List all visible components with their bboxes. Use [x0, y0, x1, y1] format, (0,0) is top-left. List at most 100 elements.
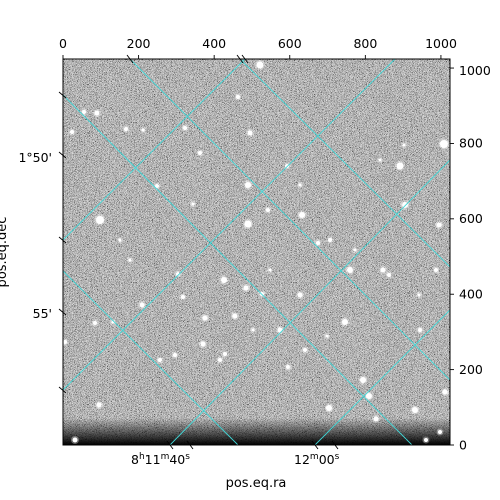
- top-tick-label: 200: [127, 36, 151, 51]
- right-tick-label: 600: [459, 211, 483, 226]
- ra-tick-label: 8h11m40s: [131, 452, 190, 467]
- star: [247, 130, 253, 136]
- star: [256, 61, 264, 69]
- grid-line: [169, 159, 450, 445]
- ra-top-tick-mark: [236, 54, 244, 64]
- ra-axis: 8h11m40s 12m00s: [131, 452, 340, 467]
- star: [438, 430, 442, 434]
- right-tick-label: 1000: [459, 63, 491, 78]
- star: [96, 402, 102, 408]
- star: [118, 238, 122, 242]
- star: [299, 212, 305, 218]
- star: [245, 182, 251, 188]
- top-tick-label: 400: [202, 36, 226, 51]
- star: [442, 389, 448, 395]
- star: [434, 268, 438, 272]
- star: [221, 277, 227, 283]
- star: [380, 267, 386, 273]
- star: [223, 352, 227, 356]
- star: [70, 130, 74, 134]
- star: [181, 295, 185, 299]
- star: [326, 405, 332, 411]
- top-tick-label: 800: [353, 36, 377, 51]
- axis-ticks: [58, 54, 454, 450]
- star: [128, 258, 132, 262]
- star: [183, 126, 187, 130]
- star: [93, 321, 97, 325]
- dec-tick-mark: [58, 236, 67, 244]
- star: [412, 407, 418, 413]
- star: [366, 393, 372, 399]
- right-pixel-axis: 0 200 400 600 800 1000: [459, 63, 491, 453]
- star: [360, 377, 366, 383]
- star: [298, 183, 302, 187]
- dec-tick-mark: [58, 151, 67, 159]
- right-tick-label: 200: [459, 362, 483, 377]
- star: [139, 302, 145, 308]
- star: [236, 95, 240, 99]
- grid-line: [129, 59, 450, 381]
- star: [316, 241, 320, 245]
- star: [417, 293, 421, 297]
- star: [191, 202, 195, 206]
- star: [72, 437, 78, 443]
- dec-tick-mark: [58, 91, 67, 99]
- star: [232, 313, 238, 319]
- grid-line: [63, 94, 413, 445]
- top-tick-label: 0: [59, 36, 67, 51]
- star: [303, 348, 307, 352]
- grid-line: [63, 59, 246, 241]
- star-field: [63, 60, 450, 444]
- x-axis-title: pos.eq.ra: [226, 476, 287, 491]
- star: [158, 358, 162, 362]
- star: [297, 292, 303, 298]
- ra-tick-label: 12m00s: [294, 452, 340, 467]
- ra-tick-mark: [331, 440, 339, 450]
- star: [218, 358, 222, 362]
- star: [378, 158, 382, 162]
- star: [342, 319, 348, 325]
- star: [353, 248, 357, 252]
- ra-tick-mark: [186, 440, 194, 450]
- right-tick-label: 0: [459, 438, 467, 453]
- star: [373, 416, 379, 422]
- right-tick-label: 800: [459, 136, 483, 151]
- star: [424, 438, 428, 442]
- star: [173, 353, 177, 357]
- grid-line: [63, 59, 396, 391]
- grid-line: [314, 309, 450, 445]
- star: [198, 151, 202, 155]
- star: [285, 164, 289, 168]
- sky-image: [63, 59, 450, 445]
- star: [124, 127, 128, 131]
- star: [251, 328, 255, 332]
- star: [387, 273, 391, 277]
- ra-tick-mark: [166, 440, 174, 450]
- dec-tick-mark: [58, 386, 67, 394]
- ra-top-tick-mark: [241, 54, 249, 64]
- dec-tick-label: 55': [33, 306, 52, 321]
- dec-tick-label: 1°50': [18, 150, 52, 165]
- star: [328, 238, 332, 242]
- star: [418, 328, 422, 332]
- image-frame: [62, 58, 451, 446]
- star: [402, 143, 406, 147]
- star: [396, 162, 404, 170]
- star: [141, 128, 145, 132]
- star: [347, 267, 353, 273]
- ra-top-tick-mark: [126, 54, 134, 64]
- ra-tick-mark: [311, 440, 319, 450]
- top-pixel-axis: 0 200 400 600 800 1000: [59, 36, 457, 51]
- star: [440, 140, 448, 148]
- star: [200, 341, 206, 347]
- top-tick-label: 1000: [425, 36, 457, 51]
- star: [96, 216, 104, 224]
- star: [82, 110, 86, 114]
- top-tick-label: 600: [278, 36, 302, 51]
- star: [202, 315, 208, 321]
- star: [436, 222, 442, 228]
- star: [94, 110, 100, 116]
- star: [176, 272, 180, 276]
- star: [155, 184, 159, 188]
